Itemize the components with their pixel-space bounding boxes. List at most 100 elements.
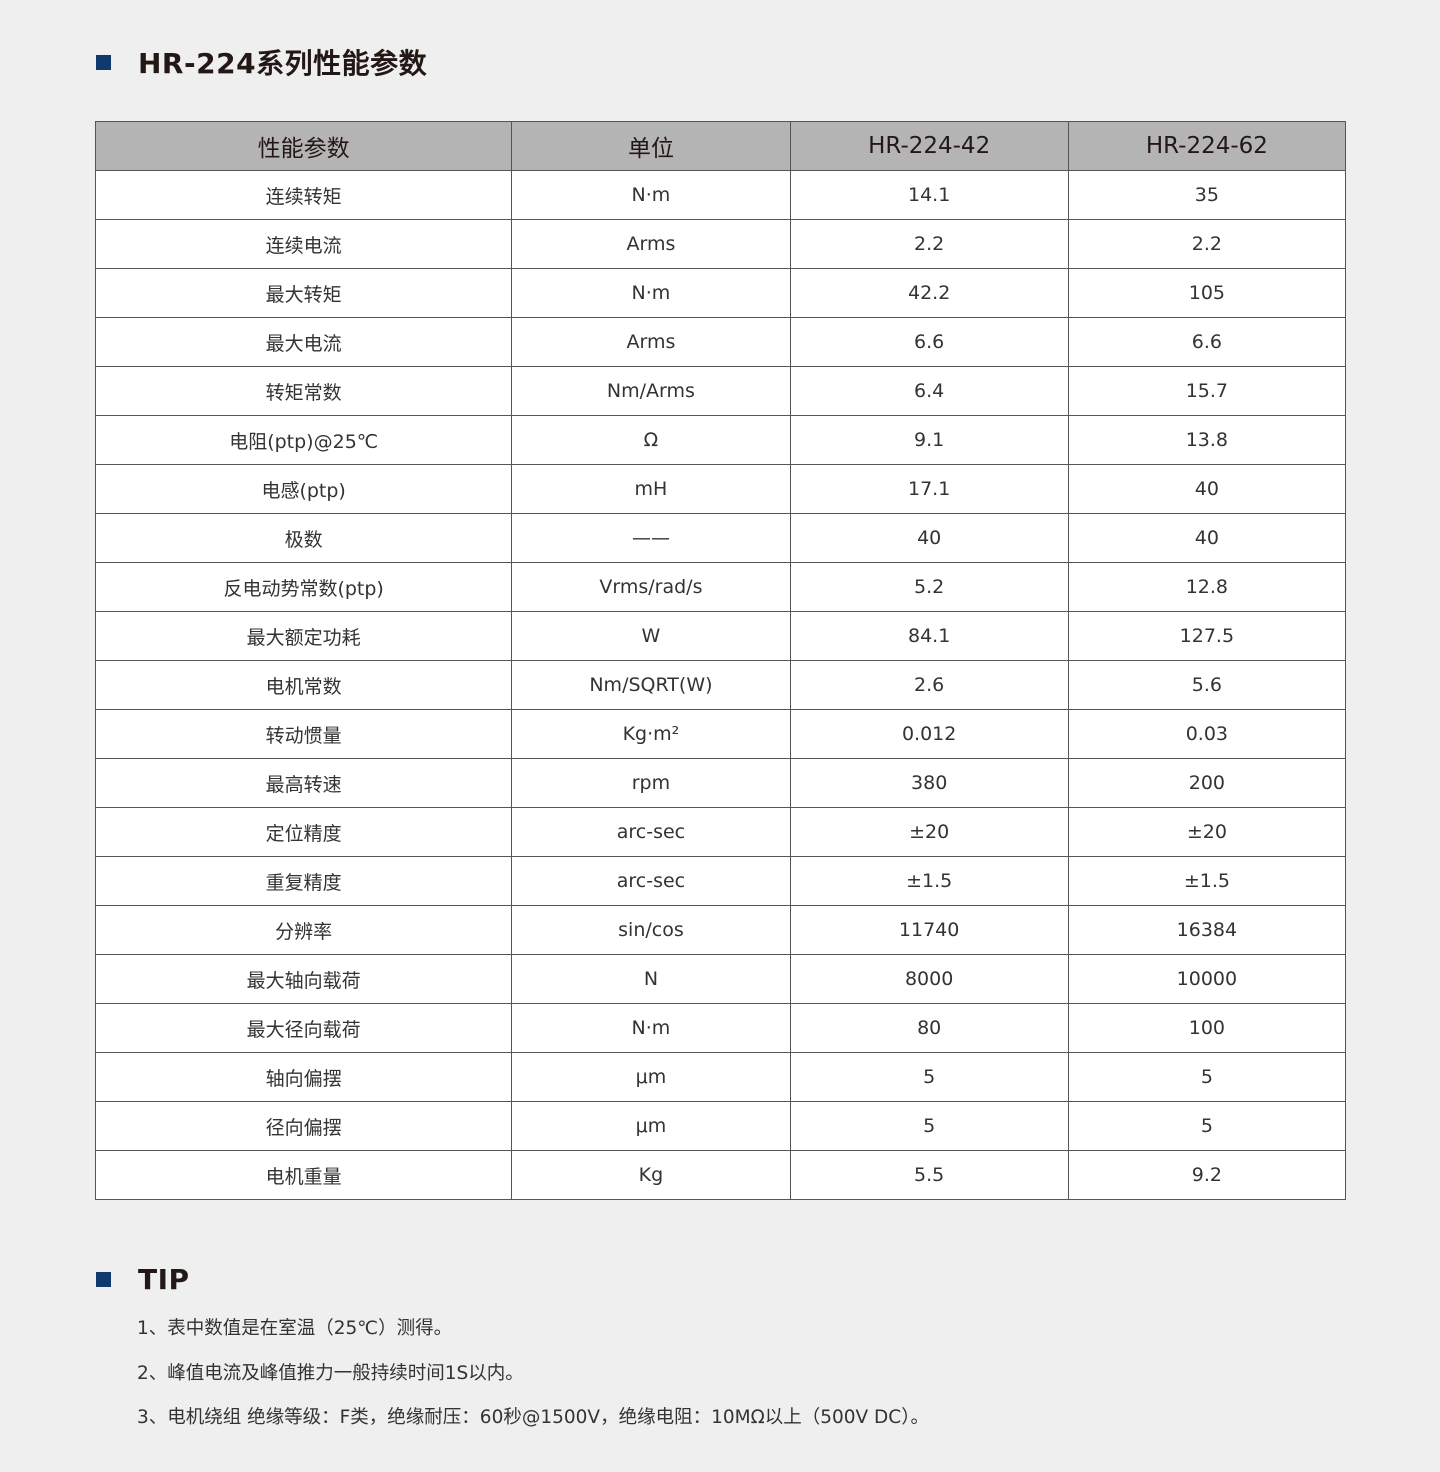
- cell-model-42: 84.1: [789, 611, 1069, 661]
- table-row: 轴向偏摆 μm 5 5: [94, 1052, 1347, 1102]
- square-bullet-icon: [96, 1272, 111, 1287]
- cell-model-62: 40: [1067, 464, 1347, 514]
- cell-unit: Nm/SQRT(W): [511, 660, 791, 710]
- cell-model-42: 6.4: [789, 366, 1069, 416]
- table-header-row: 性能参数 单位 HR-224-42 HR-224-62: [94, 121, 1347, 171]
- cell-param: 转矩常数: [94, 366, 513, 416]
- cell-param: 电机常数: [94, 660, 513, 710]
- table-row: 电机重量 Kg 5.5 9.2: [94, 1150, 1347, 1200]
- cell-model-62: 13.8: [1067, 415, 1347, 465]
- header-unit: 单位: [511, 121, 791, 171]
- cell-model-62: 12.8: [1067, 562, 1347, 612]
- cell-model-42: 11740: [789, 905, 1069, 955]
- table-row: 最大径向载荷 N·m 80 100: [94, 1003, 1347, 1053]
- table-row: 极数 —— 40 40: [94, 513, 1347, 563]
- section-title: HR-224系列性能参数: [96, 42, 427, 82]
- cell-unit: Kg: [511, 1150, 791, 1200]
- cell-param: 最大转矩: [94, 268, 513, 318]
- cell-model-42: 17.1: [789, 464, 1069, 514]
- cell-unit: Arms: [511, 317, 791, 367]
- cell-model-62: 2.2: [1067, 219, 1347, 269]
- header-model-62: HR-224-62: [1067, 121, 1347, 171]
- cell-unit: μm: [511, 1101, 791, 1151]
- table-row: 最大电流 Arms 6.6 6.6: [94, 317, 1347, 367]
- cell-model-42: 42.2: [789, 268, 1069, 318]
- tip-title: TIP: [138, 1263, 190, 1296]
- cell-unit: Vrms/rad/s: [511, 562, 791, 612]
- table-row: 电机常数 Nm/SQRT(W) 2.6 5.6: [94, 660, 1347, 710]
- cell-model-62: 10000: [1067, 954, 1347, 1004]
- table-row: 最大额定功耗 W 84.1 127.5: [94, 611, 1347, 661]
- tip-section-title: TIP: [96, 1263, 190, 1296]
- table-row: 电感(ptp) mH 17.1 40: [94, 464, 1347, 514]
- cell-unit: ——: [511, 513, 791, 563]
- cell-model-62: 5.6: [1067, 660, 1347, 710]
- cell-model-62: 5: [1067, 1101, 1347, 1151]
- table-row: 反电动势常数(ptp) Vrms/rad/s 5.2 12.8: [94, 562, 1347, 612]
- cell-model-62: 0.03: [1067, 709, 1347, 759]
- cell-param: 最大电流: [94, 317, 513, 367]
- tip-item: 3、电机绕组 绝缘等级：F类，绝缘耐压：60秒@1500V，绝缘电阻：10MΩ以…: [137, 1407, 929, 1428]
- table-row: 最大轴向载荷 N 8000 10000: [94, 954, 1347, 1004]
- cell-model-62: 100: [1067, 1003, 1347, 1053]
- cell-model-42: ±20: [789, 807, 1069, 857]
- cell-model-62: 5: [1067, 1052, 1347, 1102]
- cell-model-42: 0.012: [789, 709, 1069, 759]
- cell-param: 重复精度: [94, 856, 513, 906]
- table-row: 最大转矩 N·m 42.2 105: [94, 268, 1347, 318]
- cell-unit: arc-sec: [511, 856, 791, 906]
- cell-model-62: 15.7: [1067, 366, 1347, 416]
- cell-unit: Kg·m²: [511, 709, 791, 759]
- cell-model-42: 8000: [789, 954, 1069, 1004]
- cell-model-62: 6.6: [1067, 317, 1347, 367]
- cell-unit: Nm/Arms: [511, 366, 791, 416]
- cell-param: 电机重量: [94, 1150, 513, 1200]
- cell-unit: μm: [511, 1052, 791, 1102]
- cell-param: 最大额定功耗: [94, 611, 513, 661]
- cell-model-42: 5.5: [789, 1150, 1069, 1200]
- table-row: 定位精度 arc-sec ±20 ±20: [94, 807, 1347, 857]
- cell-param: 分辨率: [94, 905, 513, 955]
- cell-unit: Ω: [511, 415, 791, 465]
- cell-unit: sin/cos: [511, 905, 791, 955]
- cell-model-42: 5.2: [789, 562, 1069, 612]
- cell-model-62: 16384: [1067, 905, 1347, 955]
- cell-model-42: 40: [789, 513, 1069, 563]
- cell-unit: N·m: [511, 1003, 791, 1053]
- cell-param: 最大径向载荷: [94, 1003, 513, 1053]
- cell-param: 最高转速: [94, 758, 513, 808]
- cell-model-42: 5: [789, 1101, 1069, 1151]
- cell-param: 连续转矩: [94, 170, 513, 220]
- cell-model-42: 5: [789, 1052, 1069, 1102]
- cell-model-42: 14.1: [789, 170, 1069, 220]
- spec-table: 性能参数 单位 HR-224-42 HR-224-62 连续转矩 N·m 14.1 3…: [94, 121, 1347, 1200]
- cell-unit: N·m: [511, 268, 791, 318]
- cell-param: 连续电流: [94, 219, 513, 269]
- cell-model-42: 80: [789, 1003, 1069, 1053]
- cell-param: 轴向偏摆: [94, 1052, 513, 1102]
- cell-model-62: 200: [1067, 758, 1347, 808]
- cell-param: 定位精度: [94, 807, 513, 857]
- header-model-42: HR-224-42: [789, 121, 1069, 171]
- tip-list: 1、表中数值是在室温（25℃）测得。 2、峰值电流及峰值推力一般持续时间1S以内…: [137, 1314, 929, 1448]
- cell-unit: N: [511, 954, 791, 1004]
- cell-model-42: 2.6: [789, 660, 1069, 710]
- table-row: 电阻(ptp)@25℃ Ω 9.1 13.8: [94, 415, 1347, 465]
- cell-model-42: 380: [789, 758, 1069, 808]
- cell-param: 极数: [94, 513, 513, 563]
- cell-model-62: 40: [1067, 513, 1347, 563]
- cell-param: 径向偏摆: [94, 1101, 513, 1151]
- cell-model-62: 35: [1067, 170, 1347, 220]
- table-row: 分辨率 sin/cos 11740 16384: [94, 905, 1347, 955]
- cell-model-42: 9.1: [789, 415, 1069, 465]
- table-row: 连续电流 Arms 2.2 2.2: [94, 219, 1347, 269]
- cell-model-62: ±1.5: [1067, 856, 1347, 906]
- cell-model-42: ±1.5: [789, 856, 1069, 906]
- cell-unit: N·m: [511, 170, 791, 220]
- cell-model-42: 6.6: [789, 317, 1069, 367]
- cell-model-62: 105: [1067, 268, 1347, 318]
- cell-model-62: 127.5: [1067, 611, 1347, 661]
- cell-unit: rpm: [511, 758, 791, 808]
- header-param: 性能参数: [94, 121, 513, 171]
- cell-unit: Arms: [511, 219, 791, 269]
